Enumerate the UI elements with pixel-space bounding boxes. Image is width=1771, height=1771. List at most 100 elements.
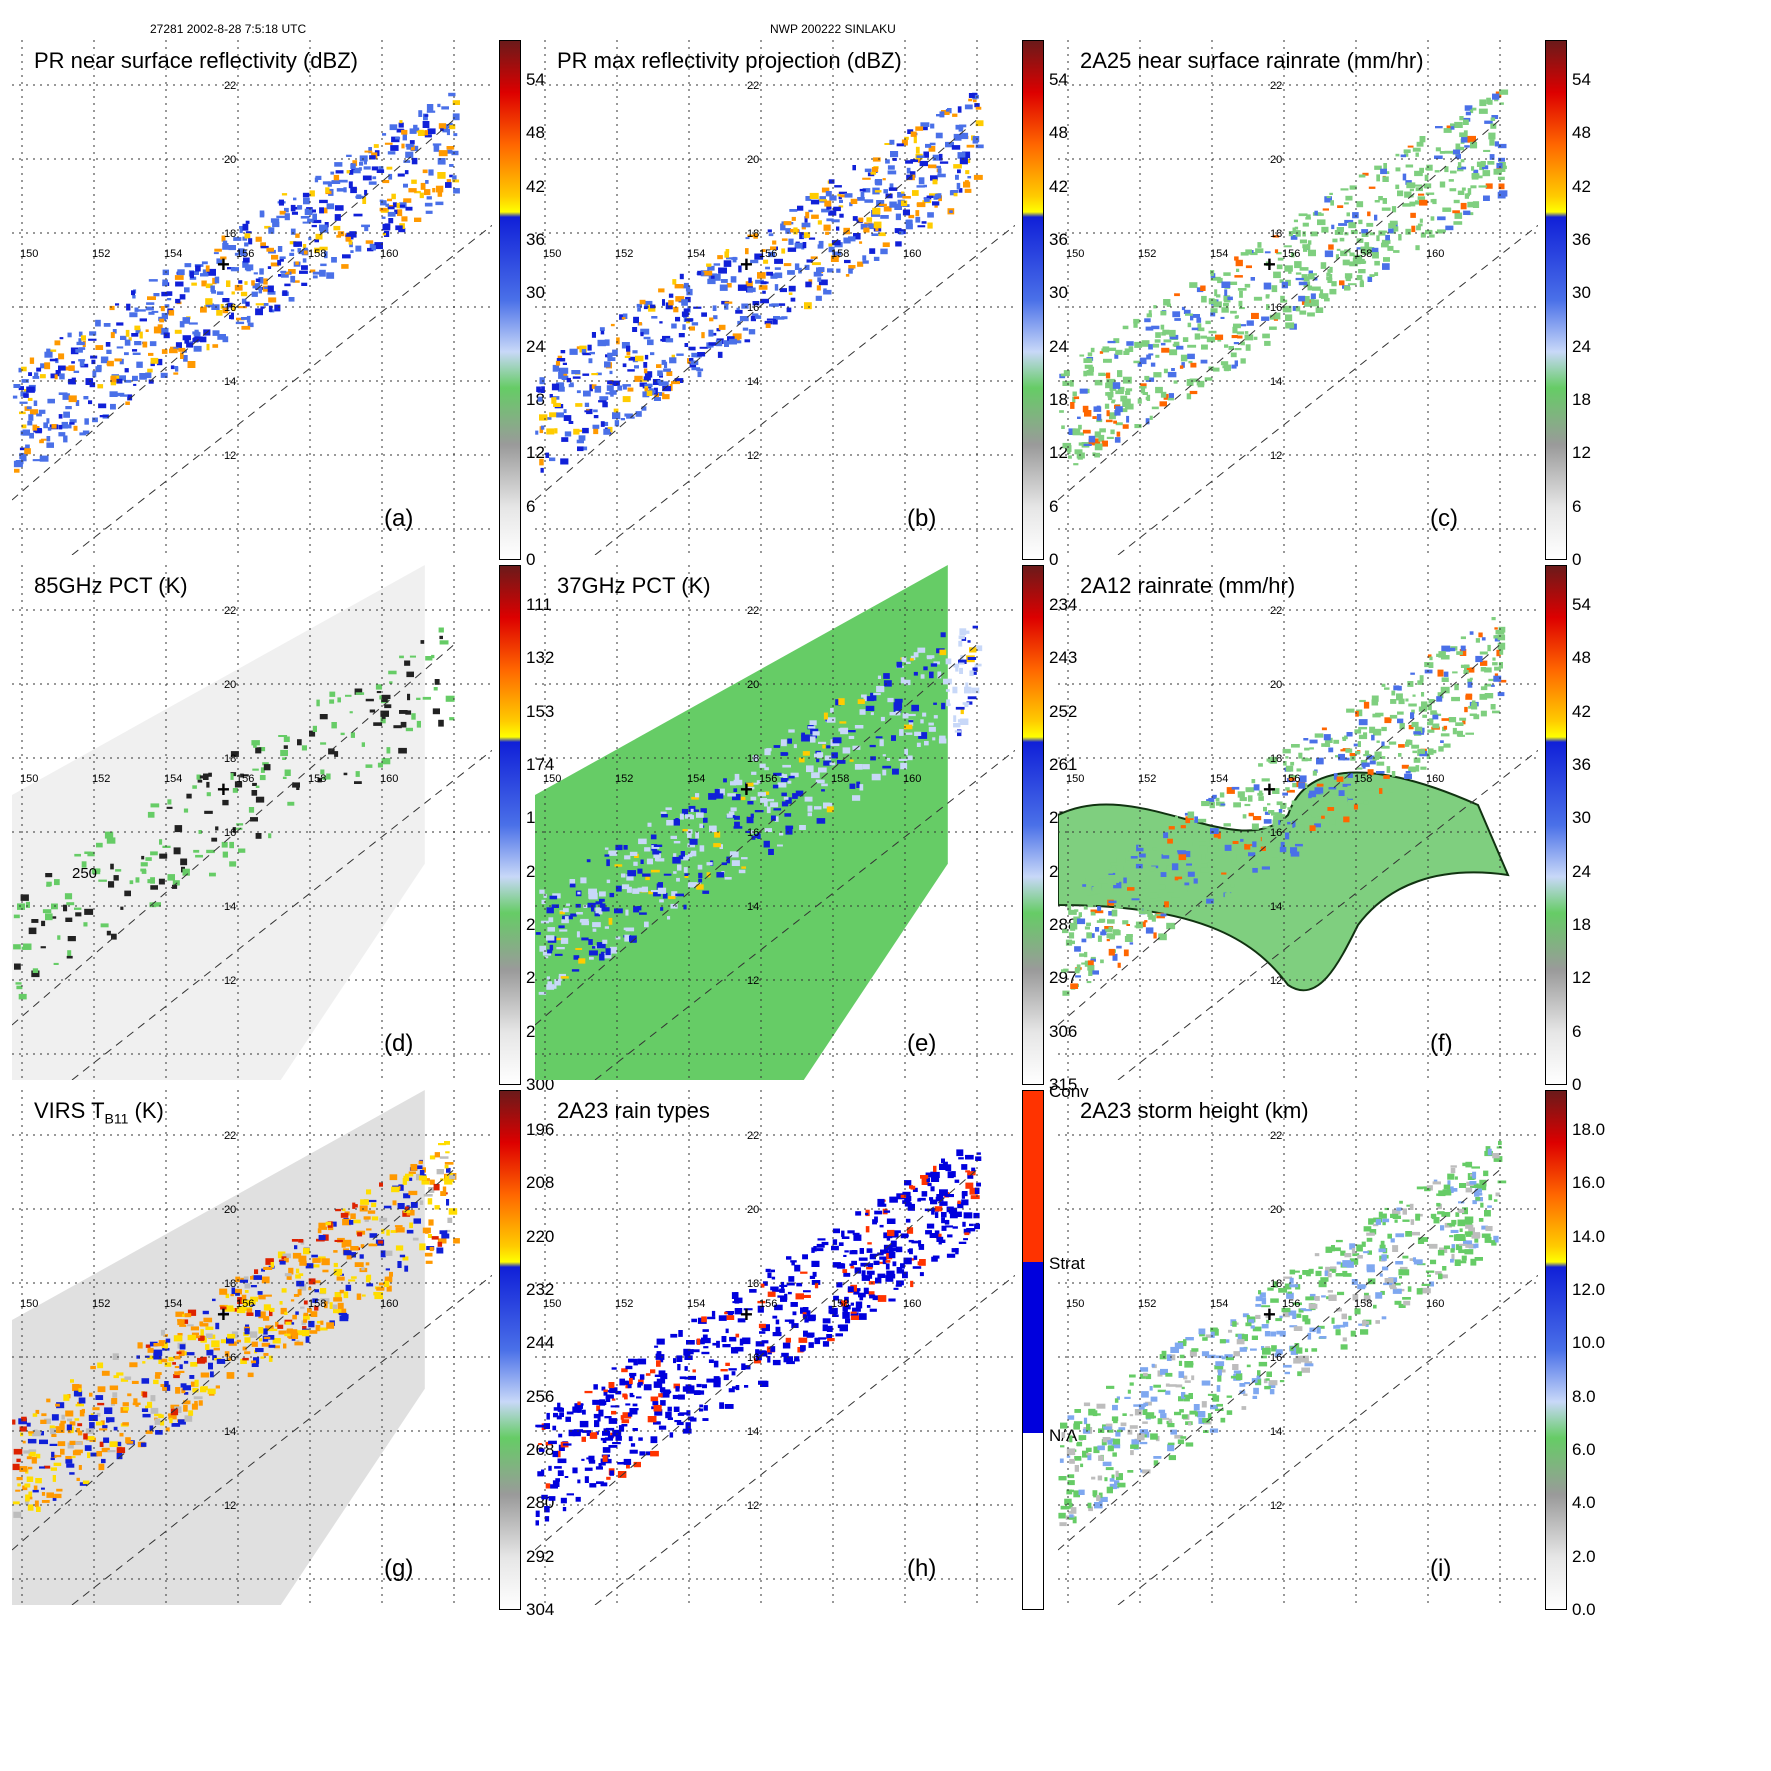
lat-label: 12 — [747, 1500, 760, 1512]
colorbar-tick: 18 — [1572, 390, 1591, 409]
colorbar-tick: 0 — [1572, 1075, 1582, 1094]
map-f: +22 20 18 16 14 12 150 152 154 156 158 160 — [1058, 565, 1538, 1080]
lon-label: 156 — [236, 773, 255, 785]
contour-label: 250 — [72, 865, 98, 882]
colorbar-tick: 24 — [1572, 336, 1591, 356]
colorbar-tick: Strat — [1049, 1254, 1085, 1273]
lat-label: 14 — [1270, 901, 1283, 913]
lon-label: 154 — [164, 1298, 183, 1310]
lat-label: 14 — [747, 1426, 760, 1438]
lon-label: 160 — [1426, 773, 1445, 785]
lat-label: 22 — [1270, 605, 1283, 617]
colorbar — [1022, 1090, 1044, 1610]
colorbar-ticks: 54 48 42 36 30 24 18 12 6 0 — [1572, 40, 1632, 569]
lat-label: 14 — [747, 901, 760, 913]
lon-label: 152 — [615, 773, 634, 785]
lat-label: 16 — [747, 302, 760, 314]
colorbar-tick: 18 — [1572, 915, 1591, 934]
lon-label: 154 — [1210, 773, 1229, 785]
colorbar — [1545, 40, 1567, 560]
panel-title: 37GHz PCT (K) — [557, 573, 711, 598]
colorbar-tick: 261 — [1049, 755, 1078, 774]
lon-label: 152 — [92, 1298, 111, 1310]
lon-label: 150 — [20, 248, 39, 260]
lat-label: 18 — [747, 753, 760, 765]
lon-label: 156 — [1282, 248, 1301, 260]
lat-label: 14 — [224, 901, 237, 913]
lon-label: 160 — [903, 773, 922, 785]
lat-label: 12 — [224, 1500, 237, 1512]
lon-label: 156 — [1282, 773, 1301, 785]
colorbar-tick: 12 — [526, 443, 545, 463]
colorbar-tick: 42 — [1572, 701, 1591, 721]
colorbar-tick: 8.0 — [1572, 1386, 1596, 1406]
lat-label: 20 — [747, 679, 760, 691]
svg-text:+: + — [217, 1302, 230, 1327]
map-h: +22 20 18 16 14 12 150 152 154 156 158 160 — [535, 1090, 1015, 1605]
lat-label: 18 — [1270, 1278, 1283, 1290]
colorbar-ticks: 18.0 16.0 14.0 12.0 10.0 8.0 6.0 4.0 2.0 0.0 — [1572, 1090, 1632, 1619]
colorbar-tick: 48 — [1572, 648, 1591, 668]
lat-label: 14 — [1270, 376, 1283, 388]
panel-label: (f) — [1430, 1030, 1453, 1057]
colorbar-tick: 132 — [526, 648, 555, 668]
colorbar-tick: 243 — [1049, 648, 1078, 668]
colorbar-tick: 208 — [526, 1173, 555, 1193]
panel-e: +22 20 18 16 14 12 150 152 154 156 158 160 37GHz PCT… — [527, 525, 1077, 1094]
lon-label: 150 — [543, 248, 562, 260]
lat-label: 16 — [1270, 827, 1283, 839]
lat-label: 14 — [747, 376, 760, 388]
colorbar-ticks: 54 48 42 36 30 24 18 12 6 0 — [1572, 565, 1632, 1094]
lat-label: 22 — [1270, 80, 1283, 92]
lat-label: 16 — [747, 827, 760, 839]
lon-label: 158 — [308, 1298, 327, 1310]
colorbar-tick: 315 — [1049, 1075, 1078, 1094]
colorbar-tick: 304 — [526, 1600, 555, 1619]
colorbar-tick: 12 — [1572, 968, 1591, 988]
header-orbit-time: 27281 2002-8-28 7:5:18 UTC — [150, 22, 307, 36]
colorbar-tick: 54 — [1572, 595, 1591, 614]
panel-i: +22 20 18 16 14 12 150 152 154 156 158 160 2A23 stor… — [1050, 1050, 1605, 1619]
lon-label: 152 — [92, 773, 111, 785]
colorbar-tick: 54 — [1049, 70, 1068, 89]
lon-label: 158 — [1354, 248, 1373, 260]
lon-label: 152 — [1138, 1298, 1157, 1310]
lon-label: 152 — [615, 248, 634, 260]
lon-label: 160 — [1426, 248, 1445, 260]
map-c: +22 20 18 16 14 12 150 152 154 156 158 160 — [1058, 40, 1538, 555]
lat-label: 12 — [747, 975, 760, 987]
colorbar-ticks: 54 48 42 36 30 24 18 12 6 0 — [526, 40, 586, 569]
colorbar-tick: 42 — [1572, 176, 1591, 196]
panel-title: 2A25 near surface rainrate (mm/hr) — [1080, 48, 1424, 73]
panel-g: +22 20 18 16 14 12 150 152 154 156 158 160 VIRS TB11… — [4, 1050, 554, 1619]
lon-label: 160 — [903, 248, 922, 260]
svg-text:+: + — [1263, 252, 1276, 277]
colorbar-tick: 4.0 — [1572, 1493, 1596, 1513]
lat-label: 16 — [224, 827, 237, 839]
lat-label: 18 — [747, 228, 760, 240]
map-e: +22 20 18 16 14 12 150 152 154 156 158 160 — [535, 565, 1015, 1080]
lon-label: 154 — [164, 248, 183, 260]
svg-text:+: + — [740, 777, 753, 802]
lat-label: 12 — [224, 450, 237, 462]
lat-label: 18 — [224, 228, 237, 240]
svg-text:+: + — [1263, 777, 1276, 802]
svg-text:+: + — [217, 777, 230, 802]
panel-h: +22 20 18 16 14 12 150 152 154 156 158 160 2A23 rain… — [527, 1050, 1089, 1610]
colorbar-tick: Conv — [1049, 1082, 1089, 1101]
colorbar-tick: 6 — [1049, 496, 1059, 516]
colorbar — [499, 565, 521, 1085]
lon-label: 158 — [831, 248, 850, 260]
colorbar-tick: 42 — [526, 176, 545, 196]
lat-label: 14 — [224, 376, 237, 388]
lat-label: 20 — [224, 679, 237, 691]
lon-label: 156 — [1282, 1298, 1301, 1310]
lat-label: 16 — [224, 1352, 237, 1364]
lat-label: 20 — [224, 154, 237, 166]
lat-label: 12 — [747, 450, 760, 462]
panel-title: 2A23 storm height (km) — [1080, 1098, 1309, 1123]
header-storm-id: NWP 200222 SINLAKU — [770, 22, 896, 36]
colorbar-tick: 0 — [1572, 550, 1582, 569]
colorbar — [1022, 40, 1044, 560]
lon-label: 154 — [1210, 248, 1229, 260]
